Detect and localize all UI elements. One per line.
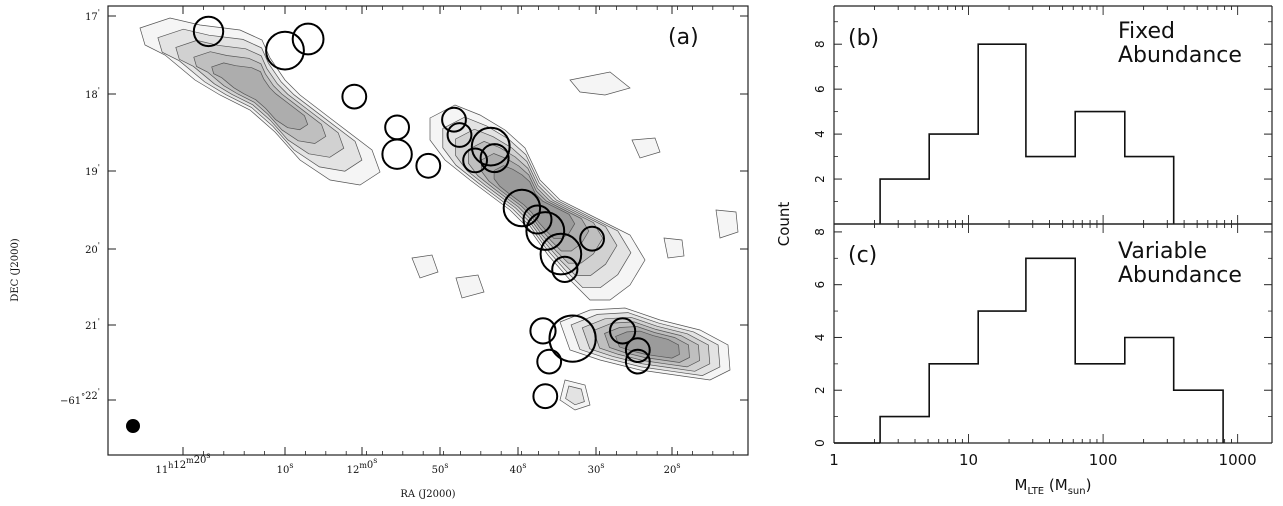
y-tick-label: 6 xyxy=(813,281,827,289)
panel-a-frame xyxy=(107,5,749,456)
panel-c-label: (c) xyxy=(848,243,877,268)
x-tick-label: 12m0s xyxy=(347,456,378,476)
contour-level xyxy=(211,62,309,131)
x-tick-label: 1 xyxy=(829,451,839,469)
y-tick-label: 19' xyxy=(85,163,100,178)
y-tick-label: 0 xyxy=(813,439,827,447)
panel-b-title-line-1: Fixed xyxy=(1118,19,1175,44)
core-circle xyxy=(548,314,597,363)
y-tick-label: 18' xyxy=(85,86,100,101)
y-tick-label: 17' xyxy=(85,8,100,23)
y-tick-label: 2 xyxy=(813,175,827,183)
panel-c-histogram xyxy=(879,257,1224,443)
core-circle xyxy=(502,188,542,228)
y-tick-label: 6 xyxy=(813,85,827,93)
contour-level xyxy=(715,209,739,239)
core-circle xyxy=(532,383,559,410)
core-circle xyxy=(479,143,510,174)
contour-level xyxy=(411,254,439,279)
core-circle xyxy=(446,122,473,148)
panel-b-label: (b) xyxy=(848,26,879,51)
panel-b-ticks: 2 4 6 8 xyxy=(813,6,1272,224)
core-circle xyxy=(462,147,489,174)
contour-level xyxy=(565,385,585,406)
panel-a-y-axis-title: DEC (J2000) xyxy=(10,238,21,302)
core-circle xyxy=(291,22,325,56)
panel-c: 0 2 4 6 8 1 10 100 1000 (c) Variable Abundance C… xyxy=(775,202,1273,497)
x-tick-label: 10 xyxy=(959,451,978,469)
y-tick-label: 8 xyxy=(813,228,827,236)
x-tick-label: 100 xyxy=(1089,451,1118,469)
panel-a-y-tick-labels: 17' 18' 19' 20' 21' −61°22' xyxy=(60,8,100,407)
core-circle xyxy=(529,317,557,345)
x-tick-label: 10s xyxy=(277,461,294,476)
panel-b-histogram xyxy=(879,43,1175,224)
core-circle xyxy=(192,15,225,48)
x-tick-label: 40s xyxy=(510,461,527,476)
y-tick-label: 4 xyxy=(813,130,827,138)
panel-a-x-axis-title: RA (J2000) xyxy=(400,489,455,500)
emission-contours xyxy=(139,17,739,411)
panel-c-title-line-2: Abundance xyxy=(1118,263,1242,288)
contour-level xyxy=(455,274,485,299)
x-tick-label: 20s xyxy=(664,461,681,476)
core-circle xyxy=(415,152,442,179)
contour-map xyxy=(139,15,739,411)
core-circle xyxy=(525,211,566,251)
contour-level xyxy=(631,137,661,159)
contour-level xyxy=(493,165,576,240)
panel-b-title-line-2: Abundance xyxy=(1118,43,1242,68)
y-tick-label: 21' xyxy=(85,317,100,332)
panel-a-ticks xyxy=(108,6,748,455)
core-markers xyxy=(192,15,651,410)
contour-level xyxy=(569,71,631,96)
panel-c-ticks: 0 2 4 6 8 1 10 100 1000 xyxy=(813,224,1272,469)
core-circle xyxy=(441,106,467,133)
core-circle xyxy=(470,126,511,167)
x-tick-label: 11h12m20s xyxy=(155,451,210,476)
core-circle xyxy=(579,225,605,252)
core-circle xyxy=(265,30,305,71)
core-circle xyxy=(384,114,411,141)
panel-a-x-tick-labels: 11h12m20s 10s 12m0s 50s 40s 30s 20s xyxy=(155,451,680,476)
core-circle xyxy=(624,337,651,364)
histogram-y-axis-title: Count xyxy=(775,202,793,247)
panel-c-title-line-1: Variable xyxy=(1118,239,1207,264)
beam-marker xyxy=(126,419,140,433)
contour-level xyxy=(663,237,685,259)
x-tick-label: 30s xyxy=(588,461,605,476)
core-circle xyxy=(522,204,553,235)
y-tick-label: 8 xyxy=(813,40,827,48)
panel-b: 2 4 6 8 (b) Fixed Abundance xyxy=(813,5,1273,224)
histogram-x-axis-title: MLTE (Msun) xyxy=(1015,476,1092,497)
core-circle xyxy=(536,348,563,375)
y-tick-label: 4 xyxy=(813,334,827,342)
core-circle xyxy=(341,83,368,110)
panel-a-label: (a) xyxy=(668,25,699,50)
panel-a: (a) 11h12m20s 10s 12m0s 50s 40s 30s 20s 17' 18'… xyxy=(10,5,749,500)
y-tick-label: 20' xyxy=(85,241,100,256)
core-circle xyxy=(609,317,637,345)
core-circle xyxy=(381,138,413,170)
core-circle xyxy=(539,232,583,276)
x-tick-label: 50s xyxy=(432,461,449,476)
x-tick-label: 1000 xyxy=(1219,451,1257,469)
core-circle xyxy=(624,348,651,375)
core-circle xyxy=(551,255,579,283)
y-tick-label: −61°22' xyxy=(60,387,100,407)
y-tick-label: 2 xyxy=(813,386,827,394)
